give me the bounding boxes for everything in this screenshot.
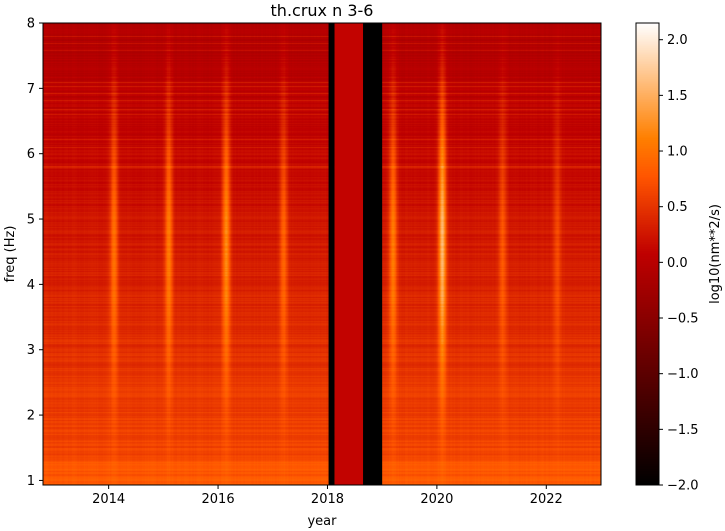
colorbar-tick-label: 2.0 <box>667 33 688 48</box>
y-tick-label: 3 <box>27 343 35 358</box>
colorbar-tick-label: 0.5 <box>667 200 688 215</box>
colorbar-ticks: 2.0 1.5 1.0 0.5 0.0 −0.5 −1.0 −1.5 −2.0 <box>659 33 699 494</box>
x-axis-label: year <box>307 514 337 529</box>
y-tick-label: 4 <box>27 278 35 293</box>
data-gap-layer <box>328 23 383 485</box>
colorbar-tick-label: −1.0 <box>667 367 699 382</box>
data-gap-band-1 <box>328 23 335 485</box>
x-tick-label: 2018 <box>311 492 344 507</box>
colorbar-frame <box>635 22 660 486</box>
x-tick-label: 2016 <box>202 492 235 507</box>
colorbar-label: log10(nm**2/s) <box>708 204 723 304</box>
y-tick-label: 6 <box>27 147 35 162</box>
colorbar: 2.0 1.5 1.0 0.5 0.0 −0.5 −1.0 −1.5 −2.0 log10(nm… <box>635 22 723 494</box>
y-axis-label: freq (Hz) <box>3 226 18 283</box>
colorbar-tick-label: 0.0 <box>667 256 688 271</box>
chart-title: th.crux n 3-6 <box>271 1 374 20</box>
y-tick-label: 2 <box>27 409 35 424</box>
x-axis-ticks: 2014 2016 2018 2020 2022 <box>92 485 563 507</box>
colorbar-tick-label: −0.5 <box>667 312 699 327</box>
y-tick-label: 8 <box>27 17 35 32</box>
y-axis-ticks: 1 2 3 4 5 6 7 8 <box>27 17 43 489</box>
colorbar-gradient <box>636 23 659 485</box>
plot-area <box>42 22 602 486</box>
y-tick-label: 5 <box>27 213 35 228</box>
plot-frame <box>42 22 602 486</box>
colorbar-tick-label: 1.5 <box>667 89 688 104</box>
x-tick-label: 2014 <box>92 492 125 507</box>
y-tick-label: 7 <box>27 82 35 97</box>
data-gap-band-3 <box>363 23 383 485</box>
x-tick-label: 2022 <box>530 492 563 507</box>
data-gap-band-2 <box>334 23 364 485</box>
x-tick-label: 2020 <box>420 492 453 507</box>
colorbar-tick-label: −1.5 <box>667 423 699 438</box>
y-tick-label: 1 <box>27 474 35 489</box>
colorbar-tick-label: 1.0 <box>667 145 688 160</box>
colorbar-tick-label: −2.0 <box>667 479 699 494</box>
spectrogram-heatmap <box>43 23 601 485</box>
